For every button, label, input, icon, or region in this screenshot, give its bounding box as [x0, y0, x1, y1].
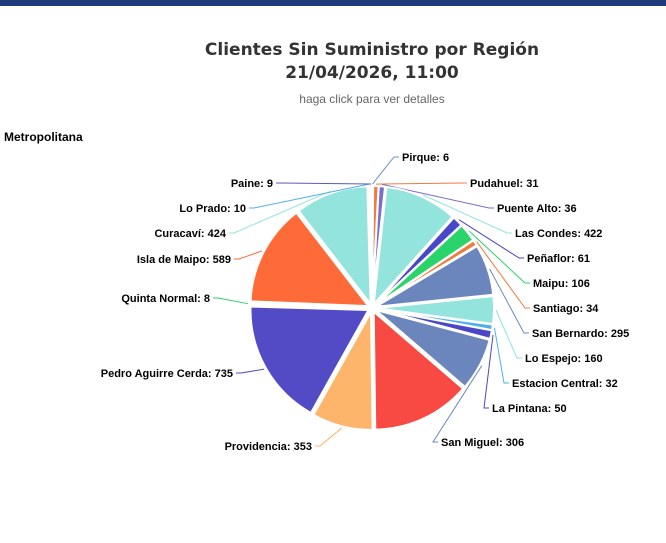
data-label[interactable]: Paine: 9: [231, 178, 273, 190]
connector-line: [315, 427, 342, 447]
top-bar: [0, 0, 666, 6]
pie-slice-providencia[interactable]: [312, 308, 374, 431]
connector-line: [422, 194, 512, 234]
pie-slice-la-pintana[interactable]: [375, 307, 494, 341]
connector-line: [229, 190, 331, 234]
pie-slice-san-miguel[interactable]: [374, 308, 491, 389]
data-label[interactable]: Pudahuel: 31: [470, 178, 538, 190]
data-label[interactable]: Isla de Maipo: 589: [137, 254, 231, 266]
connector-line: [249, 183, 370, 209]
data-label[interactable]: Lo Prado: 10: [179, 203, 246, 215]
connector-line: [234, 250, 263, 260]
chart-timestamp: 21/04/2026, 11:00: [285, 63, 459, 83]
data-label[interactable]: Maipu: 106: [533, 278, 590, 290]
data-label[interactable]: San Bernardo: 295: [532, 328, 629, 340]
data-label[interactable]: Pirque: 6: [402, 152, 449, 164]
connector-line: [381, 183, 494, 209]
connector-line: [483, 335, 494, 409]
data-label[interactable]: Providencia: 353: [225, 441, 312, 453]
data-label[interactable]: Estacion Central: 32: [512, 378, 618, 390]
connector-line: [495, 309, 522, 359]
connector-line: [432, 365, 483, 443]
connector-line: [476, 241, 530, 309]
data-label[interactable]: La Florida: 571: [0, 0, 78, 3]
pie-slice-paine[interactable]: [369, 184, 373, 305]
pie-slice-pedro-aguirre-cerda[interactable]: [249, 305, 371, 415]
data-label[interactable]: Santiago: 34: [533, 303, 599, 315]
connector-line: [489, 268, 529, 334]
data-label[interactable]: Lo Espejo: 160: [525, 353, 603, 365]
pie-slice-quinta-normal[interactable]: [249, 302, 369, 309]
data-label[interactable]: Quinta Normal: 8: [121, 293, 210, 305]
region-label: Metropolitana: [4, 130, 83, 144]
connector-line: [375, 182, 467, 185]
pie-slice-san-bernardo[interactable]: [375, 244, 495, 308]
connector-line: [213, 297, 249, 305]
pie-slice-la-florida[interactable]: [372, 309, 465, 431]
pie-slice-puente-alto[interactable]: [371, 185, 387, 305]
pie-slice-isla-de-maipo[interactable]: [249, 211, 371, 308]
data-label[interactable]: San Miguel: 306: [441, 437, 524, 449]
data-label[interactable]: Pedro Aguirre Cerda: 735: [101, 368, 233, 380]
chart-subtitle: haga click para ver detalles: [299, 92, 445, 106]
connector-line: [493, 327, 509, 384]
pie-slice-curacaví[interactable]: [297, 185, 372, 308]
connector-line: [372, 156, 399, 185]
data-label[interactable]: La Pintana: 50: [492, 403, 567, 415]
data-label[interactable]: Curacaví: 424: [154, 228, 226, 240]
connector-line: [469, 230, 530, 284]
connector-line: [458, 219, 524, 259]
data-label[interactable]: Peñaflor: 61: [527, 253, 590, 265]
connector-line: [236, 368, 265, 374]
data-label[interactable]: Las Condes: 422: [515, 228, 602, 240]
pie-slice-las-condes[interactable]: [372, 185, 455, 308]
connector-line: [276, 182, 372, 185]
chart-title: Clientes Sin Suministro por Región: [204, 40, 540, 60]
data-label[interactable]: Puente Alto: 36: [497, 203, 577, 215]
